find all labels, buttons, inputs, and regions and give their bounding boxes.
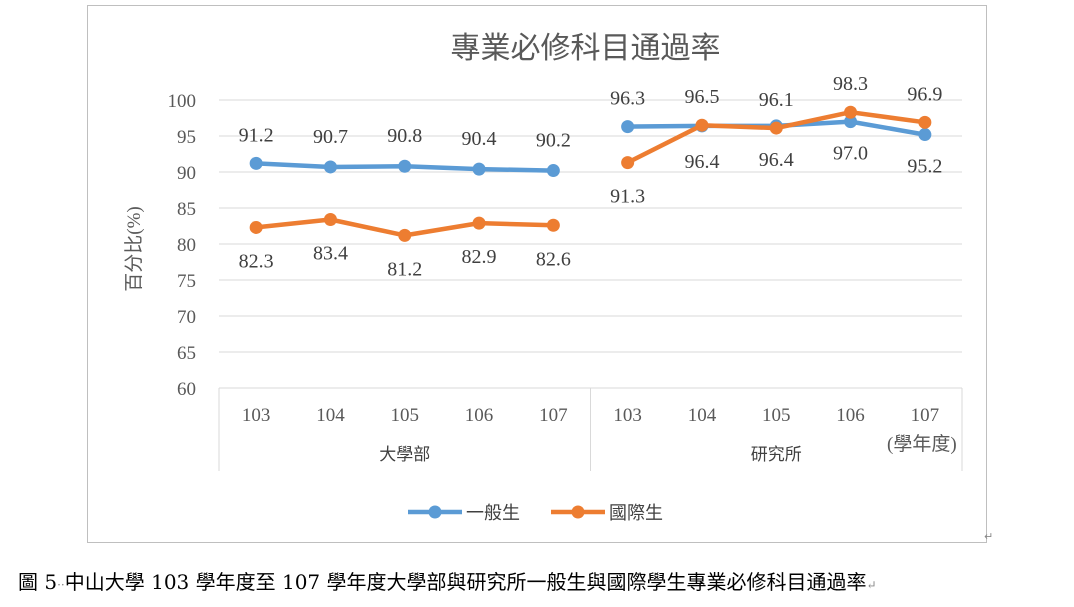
y-tick-label-70: 70 <box>177 307 196 328</box>
data-label-1-1: 83.4 <box>313 243 348 265</box>
data-label-0-3: 90.4 <box>462 128 497 150</box>
x-tick-label-3: 106 <box>465 405 494 426</box>
data-label-0-9: 95.2 <box>907 156 942 178</box>
legend-label-1: 國際生 <box>609 503 663 523</box>
data-label-1-3: 82.9 <box>462 246 497 268</box>
data-point-1-2 <box>398 228 412 242</box>
data-label-0-5: 96.3 <box>610 88 645 110</box>
data-point-1-6 <box>695 118 709 132</box>
figure-caption: 圖 5··中山大學 103 學年度至 107 學年度大學部與研究所一般生與國際學… <box>18 566 877 595</box>
data-point-0-0 <box>249 156 263 170</box>
data-label-0-8: 97.0 <box>833 143 868 165</box>
data-point-1-8 <box>844 105 858 119</box>
y-tick-label-85: 85 <box>177 199 196 220</box>
data-point-0-1 <box>323 160 337 174</box>
x-unit-label: (學年度) <box>887 433 957 455</box>
data-label-1-8: 98.3 <box>833 73 868 95</box>
legend-label-0: 一般生 <box>466 503 520 523</box>
data-point-0-8 <box>844 115 858 129</box>
x-tick-label-9: 107 <box>911 405 940 426</box>
x-tick-label-5: 103 <box>613 405 642 426</box>
data-point-0-3 <box>472 162 486 176</box>
caption-end-mark: ↵ <box>866 578 877 592</box>
data-label-1-9: 96.9 <box>907 83 942 105</box>
data-point-1-7 <box>769 121 783 135</box>
data-label-0-7: 96.4 <box>759 149 794 171</box>
y-tick-label-95: 95 <box>177 127 196 148</box>
y-axis-label: 百分比(%) <box>123 206 145 291</box>
data-point-1-1 <box>323 213 337 227</box>
y-tick-label-80: 80 <box>177 235 196 256</box>
caption-text: 中山大學 103 學年度至 107 學年度大學部與研究所一般生與國際學生專業必修… <box>64 570 867 594</box>
data-point-0-9 <box>918 128 932 142</box>
data-label-0-0: 91.2 <box>239 124 274 146</box>
data-label-0-6: 96.4 <box>684 151 719 173</box>
data-point-0-2 <box>398 159 412 173</box>
chart-title: 專業必修科目通過率 <box>451 32 721 65</box>
group-label-1: 研究所 <box>751 445 802 464</box>
group-label-0: 大學部 <box>379 445 430 464</box>
y-tick-label-90: 90 <box>177 163 196 184</box>
x-tick-label-2: 105 <box>391 405 420 426</box>
caption-marks: ·· <box>57 578 65 592</box>
chart-frame: 專業必修科目通過率 60 65 70 75 80 85 90 95 100 百分比(%) 103 104… <box>87 5 987 543</box>
data-label-1-7: 96.1 <box>759 89 794 111</box>
y-tick-label-60: 60 <box>177 379 196 400</box>
line-chart: 專業必修科目通過率 60 65 70 75 80 85 90 95 100 百分比(%) 103 104… <box>123 32 963 523</box>
data-label-1-4: 82.6 <box>536 248 571 270</box>
x-tick-label-1: 104 <box>316 405 345 426</box>
paragraph-mark: ↵ <box>984 530 994 543</box>
data-point-0-4 <box>546 164 560 178</box>
data-label-1-2: 81.2 <box>387 258 422 280</box>
data-point-0-5 <box>621 120 635 134</box>
legend-marker-1 <box>571 505 585 519</box>
data-label-0-1: 90.7 <box>313 126 348 148</box>
x-tick-label-7: 105 <box>762 405 791 426</box>
x-tick-label-4: 107 <box>539 405 568 426</box>
y-tick-label-65: 65 <box>177 343 196 364</box>
x-tick-label-6: 104 <box>688 405 717 426</box>
y-tick-label-75: 75 <box>177 271 196 292</box>
data-label-0-4: 90.2 <box>536 130 571 152</box>
x-tick-label-8: 106 <box>836 405 865 426</box>
legend-marker-0 <box>428 505 442 519</box>
data-point-1-4 <box>546 218 560 232</box>
data-point-1-3 <box>472 216 486 230</box>
data-label-0-2: 90.8 <box>387 125 422 147</box>
data-label-1-5: 91.3 <box>610 186 645 208</box>
x-tick-label-0: 103 <box>242 405 271 426</box>
data-label-1-6: 96.5 <box>684 86 719 108</box>
caption-prefix: 圖 5 <box>18 570 58 594</box>
y-tick-label-100: 100 <box>168 91 197 112</box>
data-point-1-9 <box>918 115 932 129</box>
data-label-1-0: 82.3 <box>239 250 274 272</box>
data-point-1-0 <box>249 220 263 234</box>
data-point-1-5 <box>621 156 635 170</box>
